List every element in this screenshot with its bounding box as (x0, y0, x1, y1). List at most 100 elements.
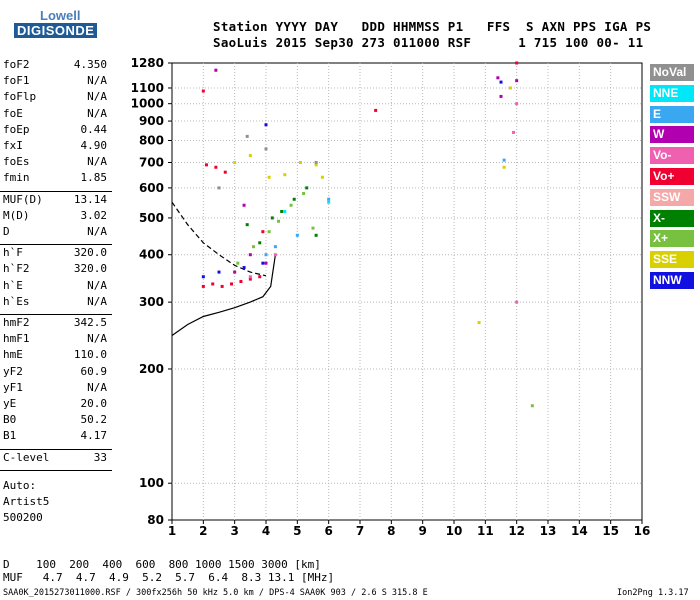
param-row: foEs N/A (3, 155, 107, 168)
data-point (201, 275, 205, 279)
data-point (261, 230, 265, 234)
data-point (502, 165, 506, 169)
param-row: yF2 60.9 (3, 365, 107, 378)
param-value: 320.0 (73, 262, 107, 276)
data-point (302, 191, 306, 195)
data-point (314, 160, 318, 164)
param-row: hmF2 342.5 (3, 316, 107, 329)
data-point (201, 89, 205, 93)
x-tick-label: 4 (262, 524, 270, 538)
y-tick-label: 200 (139, 362, 164, 376)
data-point (214, 68, 218, 72)
param-row: MUF(D) 13.14 (3, 193, 107, 206)
data-point (223, 170, 227, 174)
param-value: 342.5 (73, 316, 107, 329)
param-label: foF2 (3, 58, 30, 71)
data-point (220, 284, 224, 288)
data-point (298, 160, 302, 164)
auto-block: Auto: Artist5 500200 (3, 478, 49, 526)
param-label: B1 (3, 429, 17, 443)
data-point (270, 216, 274, 220)
data-point (530, 404, 534, 408)
data-point (264, 261, 268, 265)
footer-d-row: D 100 200 400 600 800 1000 1500 3000 [km… (3, 558, 321, 571)
param-separator (0, 244, 112, 246)
legend-item-vominus: Vo- (650, 147, 694, 165)
param-value: 1.85 (80, 171, 108, 185)
data-point (201, 284, 205, 288)
profile-curve-upper (171, 201, 267, 277)
param-label: yE (3, 397, 17, 410)
param-row: h`F 320.0 (3, 246, 107, 259)
param-separator (0, 314, 112, 315)
y-tick-label: 1100 (131, 81, 164, 95)
data-point (233, 160, 237, 164)
param-label: foFlp (3, 90, 37, 104)
data-point (283, 173, 287, 177)
param-row: h`F2 320.0 (3, 262, 107, 275)
param-row: foE N/A (3, 107, 107, 120)
x-tick-label: 2 (199, 524, 207, 538)
param-label: foF1 (3, 74, 30, 88)
legend-item-voplus: Vo+ (650, 168, 694, 185)
param-value: 60.9 (80, 364, 108, 378)
data-point (295, 233, 299, 237)
legend-item-nne: NNE (650, 84, 694, 102)
header-line-2: SaoLuis 2015 Sep30 273 011000 RSF 1 715 … (213, 35, 644, 50)
param-value: N/A (87, 155, 107, 169)
data-point (327, 197, 331, 201)
data-point (515, 300, 519, 304)
data-point (242, 266, 246, 270)
param-label: B0 (3, 413, 17, 427)
y-tick-label: 300 (139, 295, 164, 309)
param-label: h`F2 (3, 262, 30, 276)
param-label: yF2 (3, 364, 23, 378)
plot-frame (171, 62, 643, 521)
data-point (211, 282, 215, 286)
param-value: N/A (87, 74, 107, 88)
data-point (502, 158, 506, 162)
param-label: fmin (3, 171, 30, 185)
param-label: fxI (3, 139, 23, 152)
param-label: M(D) (3, 208, 30, 222)
param-separator (0, 448, 112, 450)
auto-code: 500200 (3, 511, 43, 524)
data-point (230, 282, 234, 286)
data-point (214, 165, 218, 169)
param-row: fmin 1.85 (3, 171, 107, 184)
data-point (512, 130, 516, 134)
param-row: h`Es N/A (3, 295, 107, 308)
data-point (261, 261, 265, 265)
logo-top: Lowell (40, 8, 81, 23)
profile-curve-lower (171, 254, 276, 336)
legend-item-ssw: SSW (650, 188, 694, 206)
y-tick-label: 900 (139, 114, 164, 128)
x-tick-label: 5 (293, 524, 301, 538)
param-value: N/A (87, 106, 107, 120)
footer-version: Ion2Png 1.3.17 (617, 588, 689, 598)
param-row: foF1 N/A (3, 74, 107, 87)
param-label: h`Es (3, 294, 30, 308)
data-point (267, 230, 271, 234)
data-point (258, 241, 262, 245)
data-point (499, 80, 503, 84)
legend-item-noval: NoVal (650, 64, 694, 81)
data-point (499, 94, 503, 98)
y-tick-label: 100 (139, 476, 164, 490)
param-row: yF1 N/A (3, 381, 107, 394)
param-row: C-level 33 (3, 451, 107, 464)
data-point (508, 86, 512, 90)
legend-item-e: E (650, 105, 694, 123)
data-point (374, 108, 378, 112)
param-row: fxI 4.90 (3, 139, 107, 152)
y-tick-label: 80 (147, 513, 164, 527)
param-value: 50.2 (80, 413, 108, 427)
x-tick-label: 7 (356, 524, 364, 538)
x-tick-label: 10 (446, 524, 463, 538)
data-point (327, 200, 331, 204)
param-row: hmF1 N/A (3, 332, 107, 345)
y-tick-label: 1000 (131, 97, 164, 111)
legend-item-xminus: X- (650, 209, 694, 227)
legend-item-sse: SSE (650, 251, 694, 269)
param-value: 13.14 (73, 192, 107, 206)
